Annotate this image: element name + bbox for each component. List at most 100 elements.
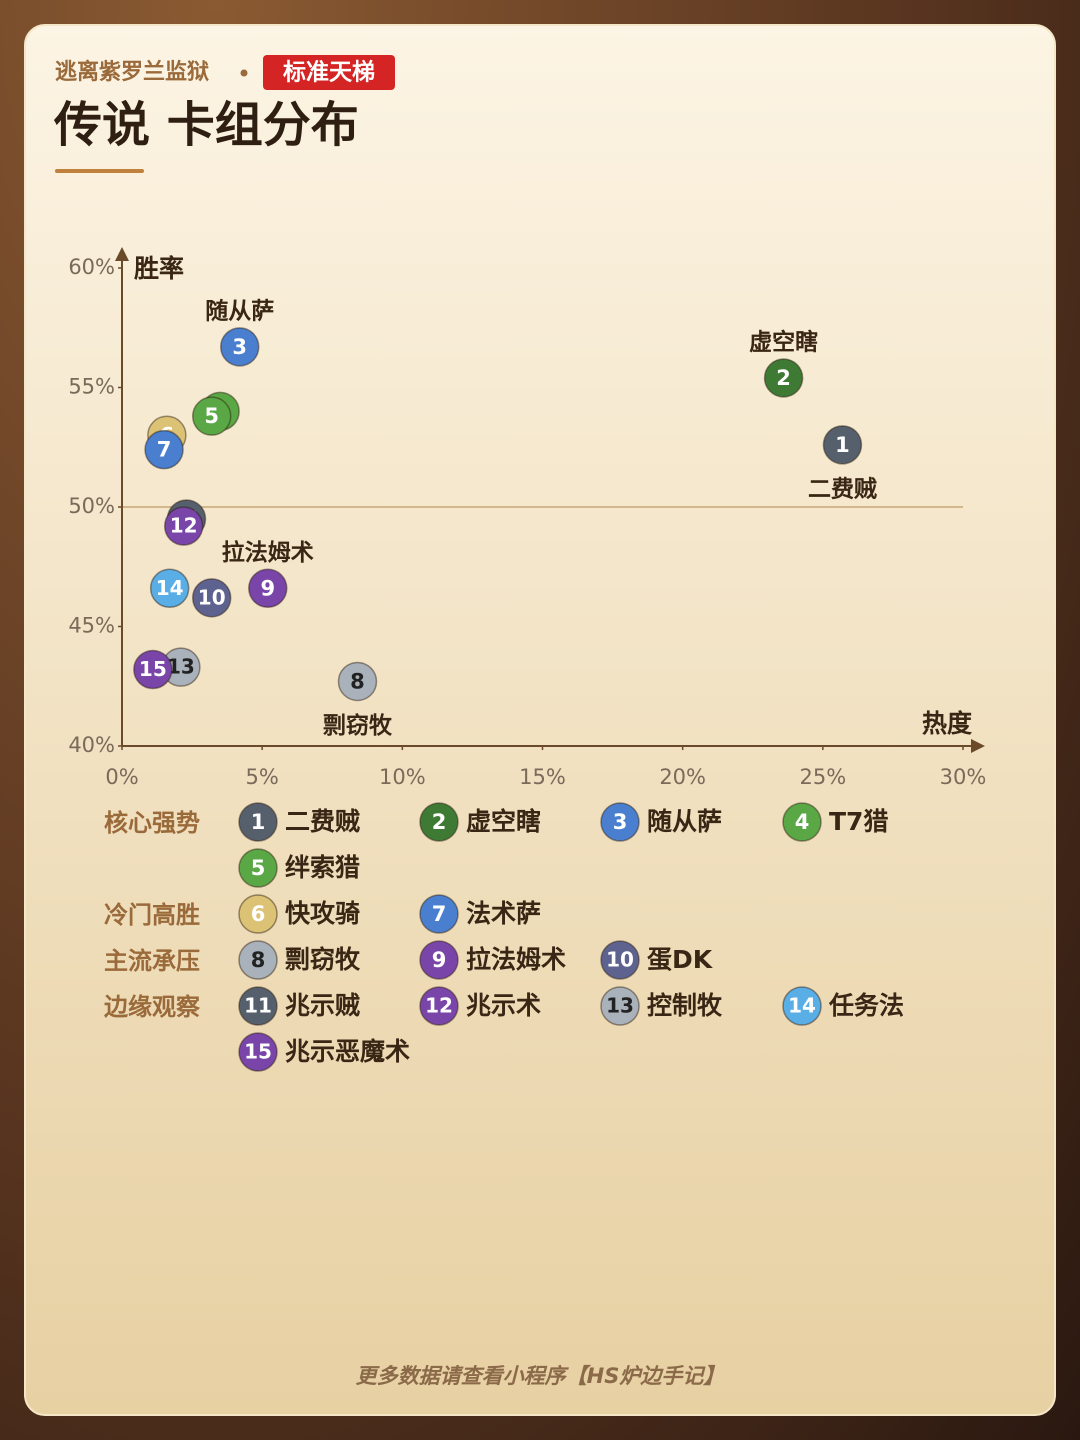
point	[337, 661, 378, 702]
legend-label: 兆示恶魔术	[285, 1037, 410, 1066]
y-tick-label: 45%	[68, 614, 115, 638]
legend-label: 绊索猎	[285, 853, 360, 882]
legend-marker-id: 1	[251, 810, 266, 834]
x-tick-label: 30%	[940, 765, 987, 789]
legend-marker-id: 14	[788, 994, 816, 1018]
y-tick-label: 40%	[68, 733, 115, 757]
separator-dot	[240, 69, 248, 77]
legend-marker	[419, 986, 459, 1026]
point	[219, 327, 260, 367]
legend-marker	[238, 894, 278, 934]
legend-marker	[238, 1032, 278, 1072]
point-id: 7	[157, 438, 172, 462]
legend-marker-id: 13	[606, 994, 634, 1018]
legend-marker-id: 5	[251, 856, 266, 880]
title-underline	[55, 169, 144, 173]
legend-label: 虚空瞎	[466, 807, 541, 836]
point-label: 拉法姆术	[222, 539, 314, 566]
x-tick-label: 20%	[659, 765, 706, 789]
point-id: 8	[350, 669, 365, 693]
x-tick-label: 25%	[799, 765, 846, 789]
point-label: 虚空瞎	[749, 328, 818, 355]
legend-label: 兆示术	[466, 991, 541, 1020]
legend-label: 控制牧	[647, 991, 723, 1020]
legend-marker-id: 6	[251, 902, 266, 926]
legend-marker-id: 3	[613, 810, 628, 834]
point	[191, 578, 232, 618]
legend-label: 蛋DK	[647, 945, 714, 974]
legend-group: 主流承压	[104, 947, 200, 975]
y-axis-label: 胜率	[134, 254, 184, 283]
point	[144, 429, 184, 470]
point-id: 12	[170, 514, 198, 538]
footer: 更多数据请查看小程序【HS炉边手记】	[356, 1364, 725, 1388]
legend-marker	[238, 848, 278, 888]
legend-marker	[238, 940, 278, 980]
legend-marker-id: 11	[244, 994, 272, 1018]
legend-marker	[600, 802, 640, 842]
badge	[263, 55, 395, 90]
card	[24, 24, 1056, 1416]
legend-marker	[600, 986, 640, 1026]
legend-label: 剽窃牧	[285, 945, 361, 974]
legend-marker	[419, 802, 459, 842]
point-id: 5	[204, 404, 219, 428]
point-label: 二费贼	[808, 476, 877, 502]
legend-marker-id: 10	[606, 948, 634, 972]
legend-marker-id: 9	[432, 948, 447, 972]
legend-marker	[419, 940, 459, 980]
x-tick-label: 5%	[246, 765, 279, 789]
legend-marker	[782, 802, 822, 842]
x-tick-label: 15%	[519, 765, 566, 789]
legend-label: 法术萨	[466, 899, 541, 928]
point	[163, 506, 204, 546]
subtitle: 逃离紫罗兰监狱	[55, 59, 209, 85]
legend-marker-id: 2	[432, 810, 447, 834]
point-id: 3	[232, 335, 247, 359]
legend-label: 任务法	[828, 991, 904, 1020]
point-id: 14	[156, 576, 184, 600]
legend-label: 快攻骑	[285, 899, 360, 928]
legend-label: 拉法姆术	[466, 945, 566, 974]
point-label: 随从萨	[205, 297, 274, 324]
legend-marker	[419, 894, 459, 934]
point-id: 9	[260, 576, 275, 600]
point	[191, 396, 232, 436]
legend-marker-id: 4	[795, 810, 810, 834]
legend-marker	[238, 986, 278, 1026]
x-axis-label: 热度	[922, 709, 972, 738]
y-tick-label: 55%	[68, 375, 115, 399]
legend-label: 兆示贼	[285, 991, 360, 1020]
point-id: 10	[198, 585, 226, 609]
y-tick-label: 60%	[68, 255, 115, 279]
y-tick-label: 50%	[68, 494, 115, 518]
point-label: 剽窃牧	[323, 712, 393, 739]
legend-marker	[600, 940, 640, 980]
legend-marker-id: 8	[251, 948, 266, 972]
legend-label: 随从萨	[647, 807, 722, 836]
legend-marker-id: 12	[425, 994, 453, 1018]
x-tick-label: 10%	[379, 765, 426, 789]
point-id: 2	[776, 366, 791, 390]
point	[248, 568, 288, 609]
point	[133, 649, 173, 690]
legend-marker	[782, 986, 822, 1026]
legend-group: 边缘观察	[104, 993, 201, 1021]
legend-marker-id: 15	[244, 1040, 272, 1064]
title: 传说 卡组分布	[53, 97, 359, 153]
badge-text: 标准天梯	[283, 59, 375, 86]
legend-marker-id: 7	[432, 902, 447, 926]
legend-label: 二费贼	[285, 807, 360, 836]
point	[763, 358, 804, 398]
legend-group: 冷门高胜	[104, 901, 200, 929]
legend-group: 核心强势	[104, 809, 200, 837]
point	[149, 568, 190, 609]
point-id: 1	[835, 433, 850, 457]
point	[822, 425, 863, 465]
point-id: 15	[139, 657, 167, 681]
legend-marker	[238, 802, 278, 842]
x-tick-label: 0%	[105, 765, 138, 789]
legend-label: T7猎	[829, 807, 888, 836]
